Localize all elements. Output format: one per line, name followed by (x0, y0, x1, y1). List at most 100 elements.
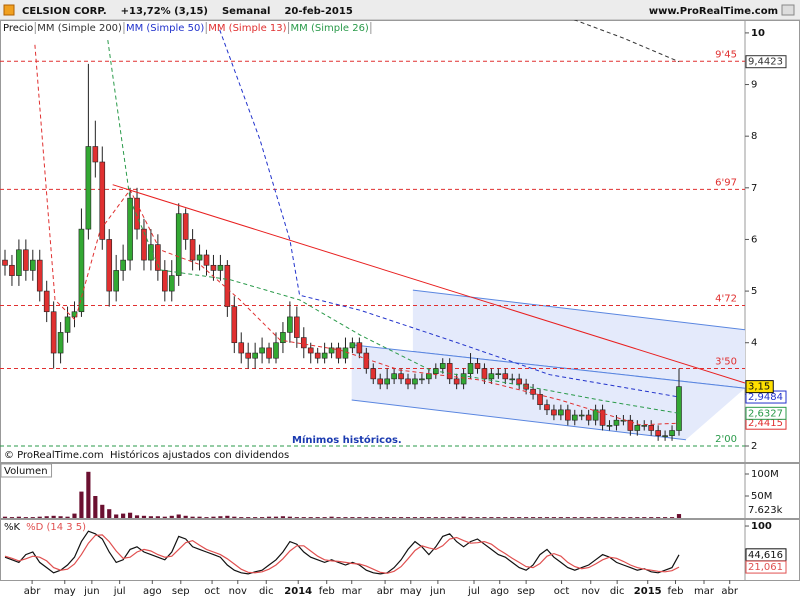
volume-bar (357, 517, 362, 518)
candle-body (155, 244, 161, 271)
x-tick-label: jun (429, 586, 445, 597)
level-label: 3'50 (715, 357, 737, 368)
candle-body (474, 363, 481, 369)
candle-body (287, 316, 293, 333)
volume-bar (225, 515, 230, 518)
volume-bar (600, 517, 605, 518)
candle-body (676, 386, 682, 431)
app-icon[interactable] (3, 4, 15, 16)
volume-bar (586, 517, 591, 518)
legend-entry: Precio (3, 23, 33, 34)
volume-bar (440, 517, 445, 518)
header-symbol: CELSION CORP. (22, 6, 107, 17)
candle-body (23, 249, 29, 271)
plot-area (4, 530, 680, 575)
legend-entry: MM (Simple 200) (37, 23, 122, 34)
volume-bar (65, 516, 70, 518)
y-tick-label: 4 (751, 338, 757, 349)
volume-bar (72, 513, 77, 518)
price-tag-label: 9,4423 (748, 57, 783, 68)
volume-bar (503, 517, 508, 518)
window-button[interactable] (781, 4, 795, 16)
volume-bar (489, 517, 494, 518)
candle-body (488, 373, 495, 380)
volume-bar (23, 517, 28, 518)
candle-body (648, 425, 654, 431)
price-tag-label: 3,15 (748, 382, 770, 393)
candle-body (502, 373, 509, 380)
volume-bar (232, 516, 237, 518)
candle-body (439, 363, 446, 369)
candle-body (509, 378, 516, 381)
price-tag (745, 560, 787, 574)
trendline (112, 184, 745, 384)
volume-bar (287, 516, 292, 518)
candle-body (224, 264, 231, 307)
candle-body (120, 259, 126, 271)
candle-body (99, 161, 106, 240)
x-tick-label: jul (467, 586, 480, 597)
x-tick-label: oct (204, 586, 220, 597)
y-tick-label: 9 (751, 80, 757, 91)
candle-body (363, 352, 370, 369)
candle-body (558, 409, 564, 416)
volume-bar (86, 471, 91, 518)
candle-body (370, 368, 377, 380)
volume-bar (468, 517, 473, 518)
volume-bar (607, 517, 612, 518)
x-tick-label: abr (377, 586, 394, 597)
volume-bar (343, 517, 348, 518)
candle-body (627, 419, 634, 431)
candle-body (106, 239, 113, 292)
panel-title-box (0, 463, 53, 478)
candle-body (134, 197, 140, 230)
volume-bar (398, 517, 404, 518)
candle-body (280, 332, 286, 344)
candle-body (606, 425, 613, 427)
volume-bar (530, 517, 536, 518)
volume-bar (176, 514, 181, 518)
y-tick-label: 8 (751, 131, 757, 142)
plot-area (2, 471, 682, 518)
price-tag (745, 406, 787, 420)
x-tick-label: abr (721, 586, 738, 597)
x-tick-label: dic (259, 586, 274, 597)
candle-body (551, 409, 557, 416)
volume-bar (579, 517, 584, 518)
x-tick-label: feb (319, 586, 335, 597)
volume-bar (350, 517, 355, 518)
volume-bar (635, 517, 640, 518)
candle-body (196, 254, 203, 261)
volume-bar (246, 517, 251, 518)
candle-body (592, 409, 599, 421)
plot-area (0, 20, 745, 447)
candle-body (467, 363, 474, 375)
candle-body (328, 347, 335, 354)
candle-body (662, 435, 668, 437)
y-tick-label: 7 (751, 183, 757, 194)
candle-body (266, 347, 272, 359)
candle-body (585, 414, 592, 421)
candle-body (50, 311, 57, 354)
candle-body (162, 270, 168, 292)
y-tick-label: 6 (751, 234, 757, 245)
candle-body (189, 239, 196, 261)
candle-body (634, 425, 641, 431)
volume-bar (197, 516, 202, 518)
candle-body (453, 378, 460, 385)
volume-bar (614, 517, 619, 518)
volume-bar (371, 517, 376, 518)
x-tick-label: dic (610, 586, 625, 597)
moving-average (573, 20, 680, 63)
volume-bar (544, 517, 550, 518)
price-tag (745, 380, 774, 394)
candle-body (599, 409, 606, 426)
candle-body (217, 264, 224, 271)
candle-body (314, 352, 321, 359)
volume-bar (426, 517, 431, 518)
candle-body (530, 388, 536, 395)
candle-body (9, 264, 15, 276)
oscillator-line (4, 530, 680, 575)
volume-bar (454, 517, 459, 518)
candle-body (342, 347, 349, 359)
